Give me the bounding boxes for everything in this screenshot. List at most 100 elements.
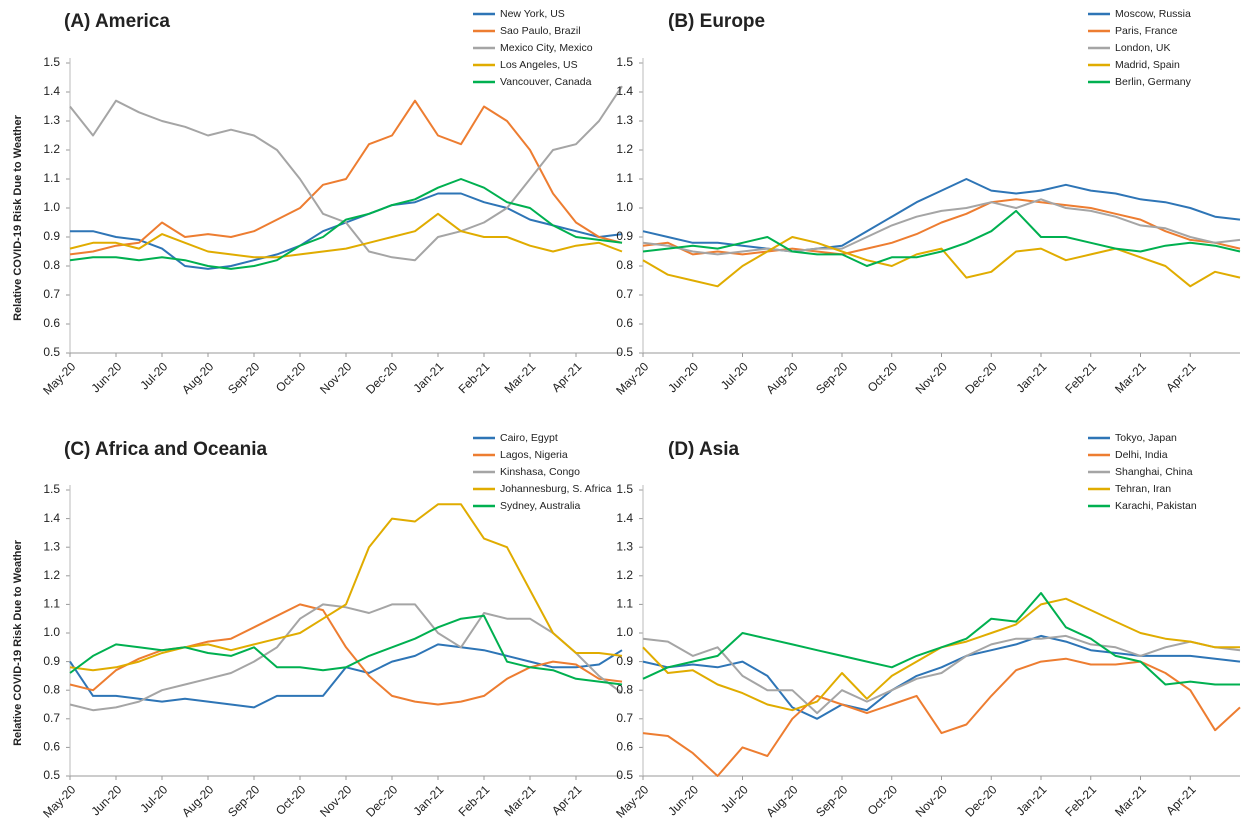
x-tick-label: Aug-20 [179,359,216,396]
legend-label: Sydney, Australia [500,500,581,512]
legend-label: Mexico City, Mexico [500,42,593,54]
y-tick-label: 1.0 [43,200,60,214]
legend-label: Sao Paulo, Brazil [500,25,581,37]
y-tick-label: 0.5 [616,768,633,782]
series-line [642,657,1241,777]
x-tick-label: Jun-20 [89,359,125,395]
y-tick-label: 0.9 [43,229,60,243]
x-tick-label: Nov-20 [317,359,354,396]
series-line [69,178,623,270]
y-tick-label: 1.1 [43,171,60,185]
x-tick-label: Dec-20 [962,359,999,396]
y-tick-label: 1.5 [616,55,633,69]
legend-label: Madrid, Spain [1115,59,1180,71]
legend-label: Karachi, Pakistan [1115,500,1197,512]
series-line [642,634,1241,715]
x-tick-label: Oct-20 [865,782,901,818]
legend-label: London, UK [1115,42,1170,54]
y-tick-label: 0.8 [43,682,60,696]
x-tick-label: Dec-20 [363,782,400,819]
series-line [642,592,1240,686]
x-tick-label: Jun-20 [89,782,125,818]
legend-label: Kinshasa, Congo [500,466,580,478]
legend-label: Moscow, Russia [1115,8,1191,20]
y-tick-label: 1.3 [616,539,633,553]
x-tick-label: Jan-21 [411,782,447,818]
x-tick-label: Feb-21 [1062,782,1099,819]
series-line [642,178,1241,253]
x-tick-label: Aug-20 [179,782,216,819]
y-tick-label: 0.6 [43,740,60,754]
legend-label: Berlin, Germany [1115,76,1192,88]
y-axis-label: Relative COVID-19 Risk Due to Weather [12,114,24,321]
x-tick-label: Dec-20 [962,782,999,819]
x-tick-label: Mar-21 [1112,782,1149,819]
y-tick-label: 1.3 [43,113,60,127]
legend-label: Shanghai, China [1115,466,1193,478]
series-line [642,198,1241,256]
y-tick-label: 1.0 [43,625,60,639]
x-tick-label: Apr-21 [1163,782,1199,818]
legend-label: Cairo, Egypt [500,432,558,444]
x-tick-label: Apr-21 [549,782,585,818]
x-tick-label: Aug-20 [763,782,800,819]
x-tick-label: Mar-21 [502,359,539,396]
y-tick-label: 1.0 [616,625,633,639]
x-tick-label: Oct-20 [273,782,309,818]
legend-label: Tokyo, Japan [1115,432,1177,444]
x-tick-label: Nov-20 [913,359,950,396]
series-line [69,85,623,262]
y-tick-label: 1.3 [43,539,60,553]
x-tick-label: Jun-20 [665,782,701,818]
series-line [642,198,1241,256]
y-tick-label: 0.9 [616,229,633,243]
y-tick-label: 1.1 [616,597,633,611]
y-tick-label: 1.5 [43,482,60,496]
y-tick-label: 1.4 [43,511,60,525]
y-tick-label: 0.7 [43,711,60,725]
x-tick-label: Jan-21 [1014,782,1050,818]
panel-title: (C) Africa and Oceania [64,439,268,460]
x-tick-label: Feb-21 [1062,359,1099,396]
x-tick-label: Jan-21 [411,359,447,395]
legend-label: New York, US [500,8,565,20]
y-tick-label: 1.4 [616,84,633,98]
x-tick-label: Jan-21 [1014,359,1050,395]
x-tick-label: Jun-20 [665,359,701,395]
y-tick-label: 1.2 [43,142,60,156]
legend-label: Paris, France [1115,25,1178,37]
y-tick-label: 1.2 [616,142,633,156]
series-line [69,99,623,256]
series-line [642,209,1241,267]
x-tick-label: May-20 [613,359,651,397]
series-line [642,236,1241,288]
x-tick-label: Mar-21 [502,782,539,819]
y-tick-label: 1.4 [616,511,633,525]
x-tick-label: Sep-20 [813,359,850,396]
series-line [69,614,623,686]
legend-label: Tehran, Iran [1115,483,1171,495]
panel-title: (B) Europe [668,11,765,32]
x-tick-label: Jul-20 [718,782,751,815]
y-tick-label: 0.6 [616,740,633,754]
x-tick-label: Apr-21 [549,359,585,395]
x-tick-label: May-20 [40,782,78,820]
x-tick-label: May-20 [40,359,78,397]
x-tick-label: Sep-20 [813,782,850,819]
series-line [642,597,1240,712]
legend-label: Lagos, Nigeria [500,449,568,461]
series-line [69,212,623,259]
series-line [69,603,623,712]
y-tick-label: 1.1 [43,597,60,611]
y-tick-label: 1.0 [616,200,633,214]
y-tick-label: 1.4 [43,84,60,98]
x-tick-label: Jul-20 [718,359,751,392]
y-tick-label: 0.7 [616,287,633,301]
y-tick-label: 0.9 [616,654,633,668]
y-tick-label: 1.5 [43,55,60,69]
x-tick-label: Feb-21 [456,359,493,396]
y-tick-label: 1.1 [616,171,633,185]
x-tick-label: Apr-21 [1163,359,1199,395]
y-tick-label: 0.7 [43,287,60,301]
